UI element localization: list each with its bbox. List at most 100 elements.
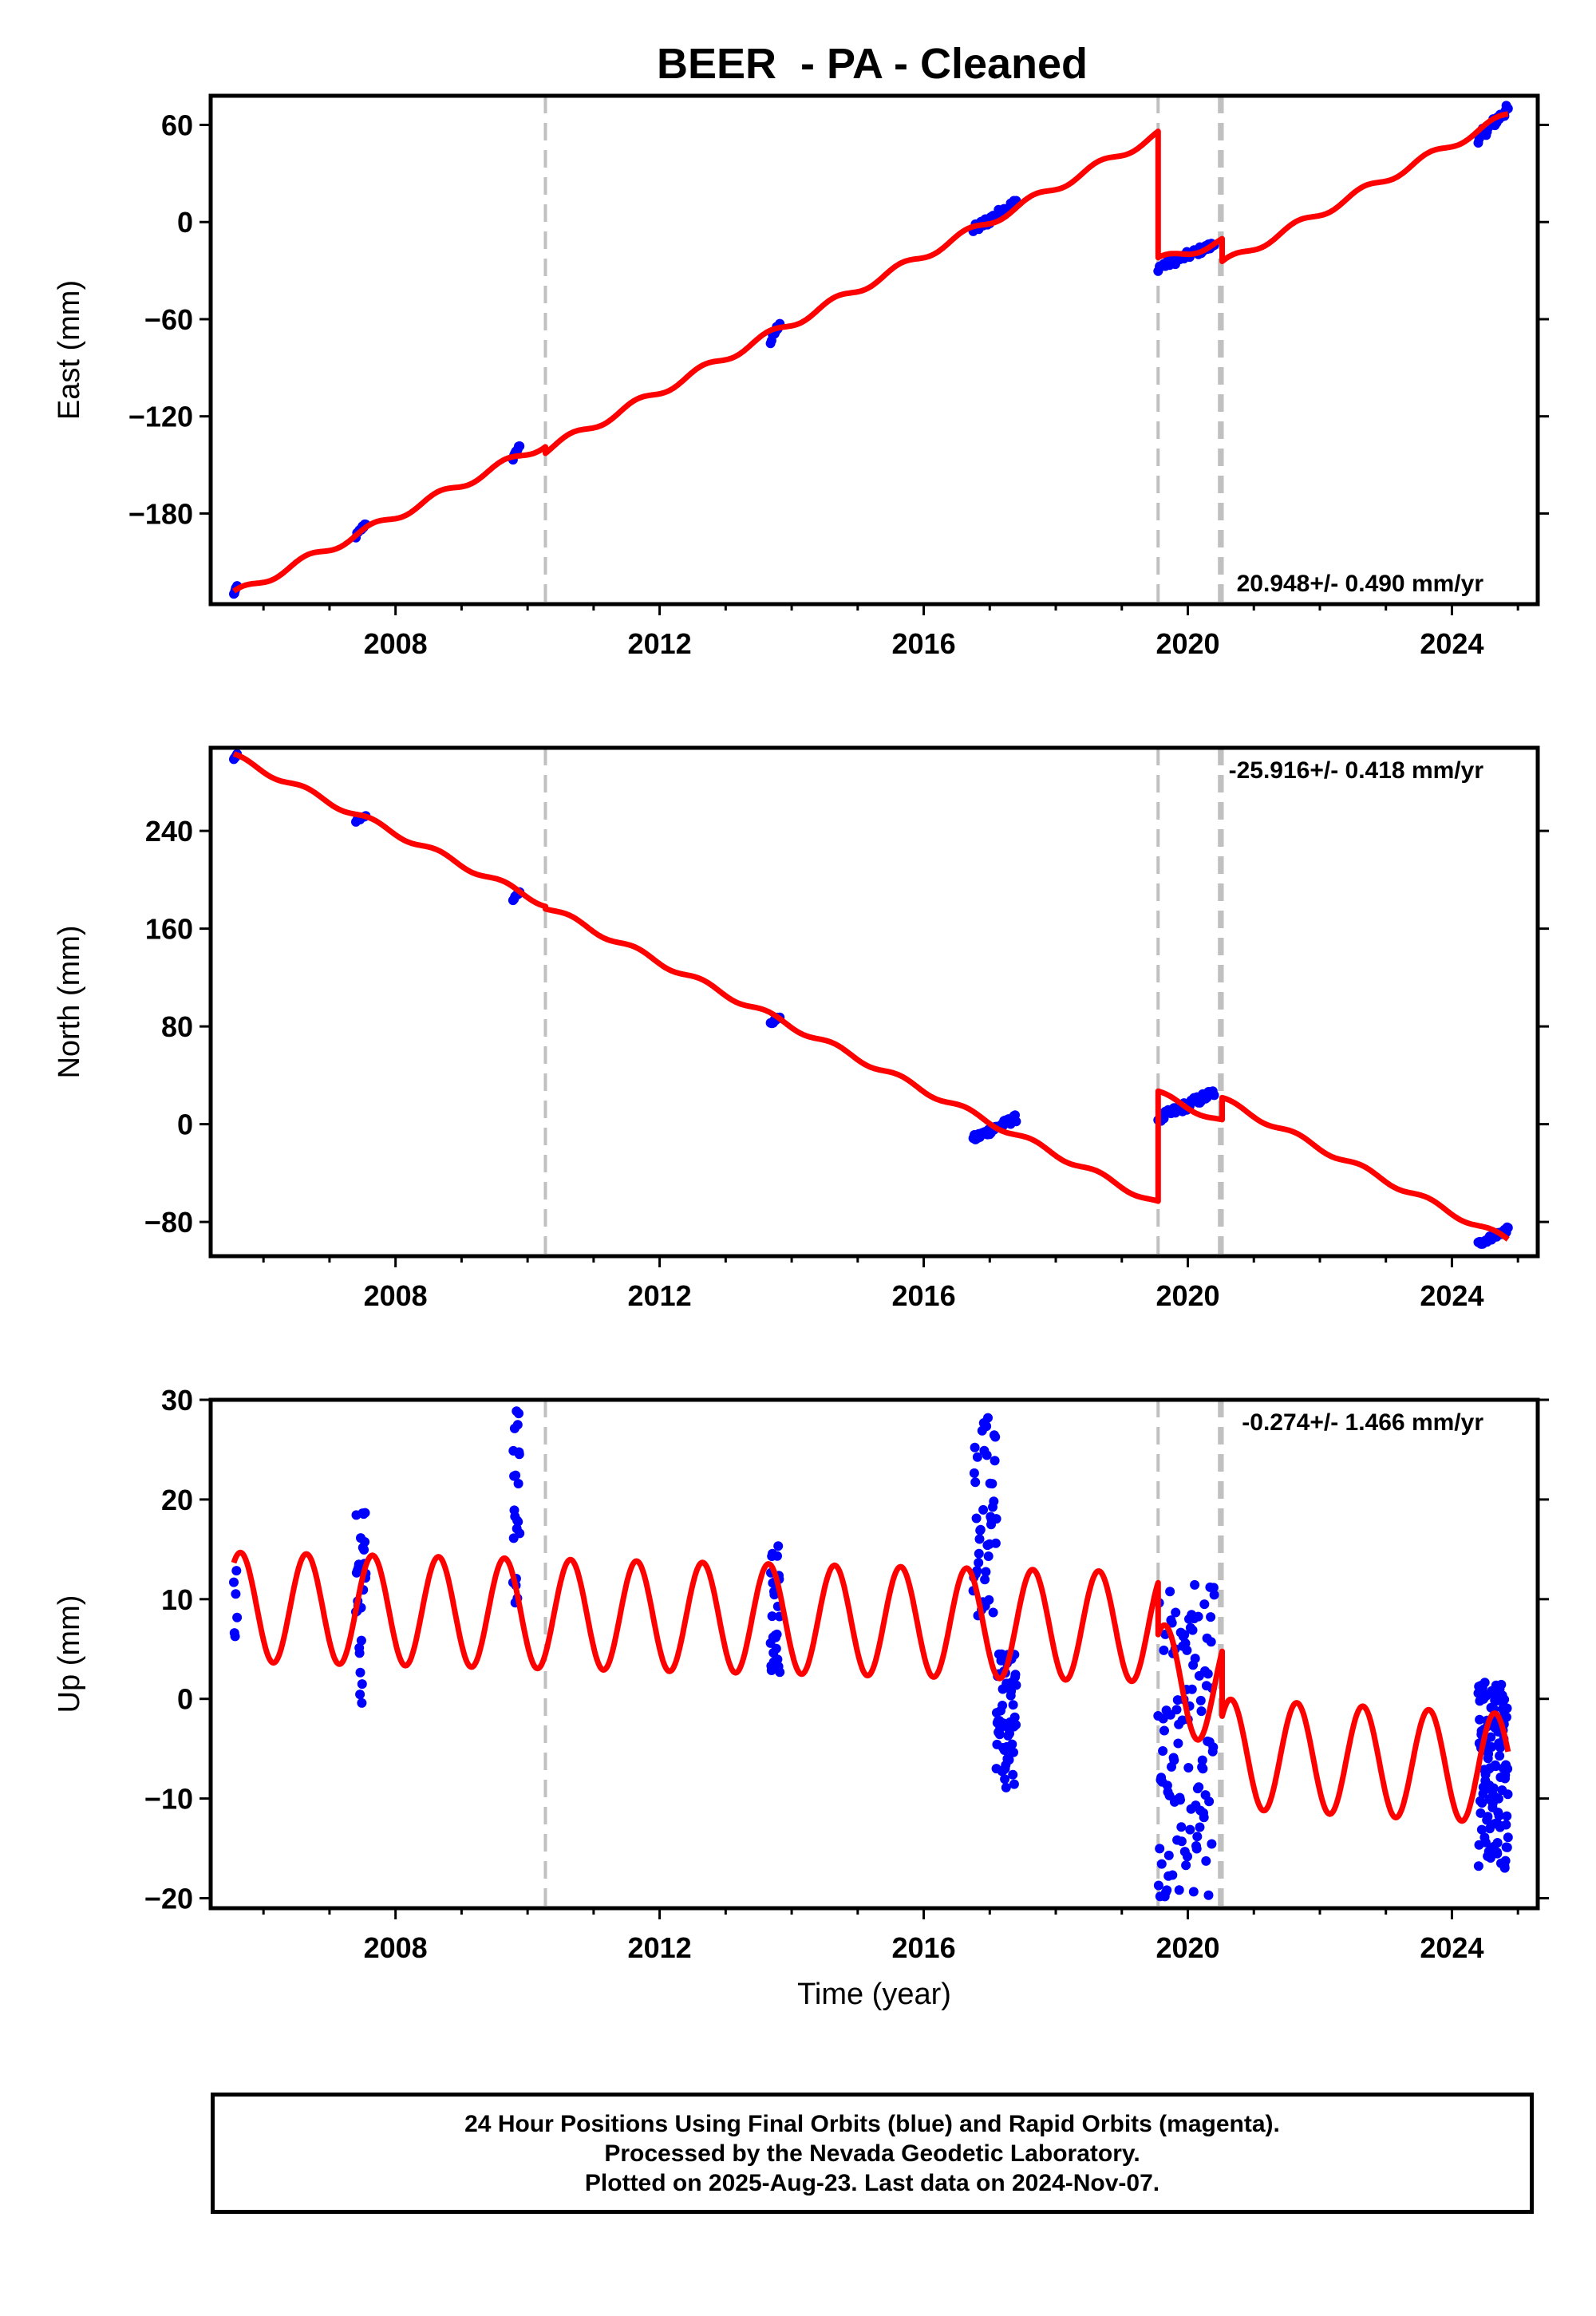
- data-point: [1503, 1764, 1513, 1774]
- data-point: [1479, 1678, 1490, 1688]
- data-point: [1503, 1223, 1513, 1233]
- data-point: [1502, 1703, 1512, 1713]
- data-point: [356, 1635, 366, 1646]
- y-tick-label: 0: [177, 1109, 193, 1141]
- data-point: [230, 1631, 240, 1642]
- x-tick-label: 2012: [628, 1279, 692, 1312]
- data-point: [514, 1449, 524, 1460]
- data-point: [1011, 1117, 1021, 1127]
- model-fit-line: [231, 1549, 1511, 1824]
- data-point: [1182, 1645, 1192, 1655]
- data-point: [767, 1611, 777, 1622]
- data-point: [1156, 1859, 1167, 1869]
- data-point: [360, 1537, 370, 1547]
- y-tick-label: 240: [145, 815, 193, 848]
- data-point: [515, 441, 525, 451]
- data-point: [981, 1567, 991, 1577]
- data-point: [354, 1648, 365, 1658]
- data-point: [988, 1607, 998, 1618]
- data-point: [1209, 1090, 1219, 1101]
- y-tick-label: −60: [144, 303, 193, 336]
- plot-frame: [208, 93, 1540, 607]
- data-point: [970, 1477, 981, 1488]
- data-point: [1209, 1590, 1219, 1600]
- data-point: [1494, 1811, 1504, 1821]
- data-point: [1158, 1713, 1168, 1724]
- data-point: [1007, 1739, 1017, 1749]
- data-point: [980, 1575, 990, 1585]
- y-tick-label: 0: [177, 206, 193, 239]
- data-point: [1502, 1811, 1512, 1821]
- data-point: [971, 1513, 982, 1524]
- panel-up: 30 20 10 0 −10 −20 2008 2012 2016 2020 2024 Up (mm)…: [53, 1384, 1549, 2011]
- footer-line-3: Plotted on 2025-Aug-23. Last data on 202…: [584, 2169, 1160, 2196]
- data-point: [990, 1432, 1001, 1442]
- model-fit-line: [231, 751, 1510, 1242]
- data-point: [1176, 1836, 1187, 1847]
- x-tick-label: 2020: [1156, 627, 1219, 660]
- data-point: [1167, 1618, 1177, 1628]
- data-point: [231, 1589, 241, 1599]
- data-point: [359, 1544, 369, 1555]
- data-point: [1162, 1885, 1172, 1895]
- data-point: [1158, 1746, 1168, 1756]
- data-point: [771, 1643, 781, 1654]
- rate-label: -0.274+/- 1.466 mm/yr: [1242, 1409, 1483, 1436]
- data-point: [1009, 1779, 1019, 1789]
- data-point: [772, 1551, 782, 1561]
- data-point: [1159, 1645, 1169, 1655]
- data-point: [1207, 1839, 1217, 1849]
- data-point: [1503, 104, 1513, 113]
- data-point: [1155, 1844, 1165, 1854]
- y-tick-label: 60: [161, 109, 193, 142]
- data-point: [1153, 1880, 1163, 1891]
- data-point: [1187, 1684, 1197, 1694]
- data-point: [982, 1450, 992, 1460]
- rate-label: 20.948+/- 0.490 mm/yr: [1237, 571, 1484, 597]
- data-point: [513, 1516, 523, 1527]
- data-point: [1501, 1820, 1511, 1830]
- footer-line-1: 24 Hour Positions Using Final Orbits (bl…: [464, 2110, 1280, 2137]
- data-point: [1000, 1774, 1010, 1784]
- data-point: [1192, 1832, 1203, 1842]
- x-tick-label: 2020: [1156, 1931, 1219, 1964]
- footer-line-2: Processed by the Nevada Geodetic Laborat…: [604, 2140, 1140, 2167]
- data-point: [1169, 1755, 1179, 1765]
- data-point: [1493, 1793, 1503, 1804]
- x-tick-label: 2024: [1420, 627, 1483, 660]
- data-point: [511, 1470, 521, 1480]
- data-point: [1206, 1612, 1216, 1622]
- data-point: [772, 1629, 782, 1639]
- y-tick-label: 20: [161, 1484, 193, 1516]
- data-point: [355, 1667, 365, 1678]
- y-tick-label: 0: [177, 1683, 193, 1716]
- data-point: [1492, 1838, 1503, 1848]
- data-point: [1473, 1861, 1483, 1871]
- y-tick-label: −180: [128, 497, 193, 530]
- footer-box: 24 Hour Positions Using Final Orbits (bl…: [211, 2093, 1534, 2214]
- figure-title: BEER - PA - Cleaned: [657, 40, 1088, 88]
- data-point: [1175, 1795, 1185, 1805]
- data-point: [990, 1538, 1001, 1548]
- panel-east: 60 0 −60 −120 −180 2008 2012 2016 2020 2024 East (…: [53, 93, 1549, 660]
- data-point: [1193, 1611, 1203, 1622]
- data-point: [1001, 1782, 1011, 1792]
- y-tick-label: 30: [161, 1384, 193, 1417]
- y-tick-label: −80: [144, 1206, 193, 1239]
- data-point: [1204, 1796, 1215, 1807]
- data-point: [1476, 1824, 1487, 1835]
- x-tick-label: 2008: [364, 1279, 428, 1312]
- data-point: [1475, 1714, 1485, 1725]
- y-tick-label: 160: [145, 913, 193, 946]
- y-tick-label: −20: [144, 1883, 193, 1915]
- y-axis-label: North (mm): [53, 925, 86, 1078]
- data-point: [987, 1479, 998, 1489]
- data-point: [773, 1541, 784, 1551]
- data-point: [974, 1558, 984, 1568]
- data-point: [1488, 1783, 1499, 1793]
- panels: 60 0 −60 −120 −180 2008 2012 2016 2020 2024 East (…: [53, 93, 1549, 2011]
- data-point: [1176, 1822, 1187, 1832]
- data-point: [1190, 1654, 1200, 1664]
- data-point: [1483, 1812, 1493, 1822]
- data-point: [1499, 1863, 1510, 1873]
